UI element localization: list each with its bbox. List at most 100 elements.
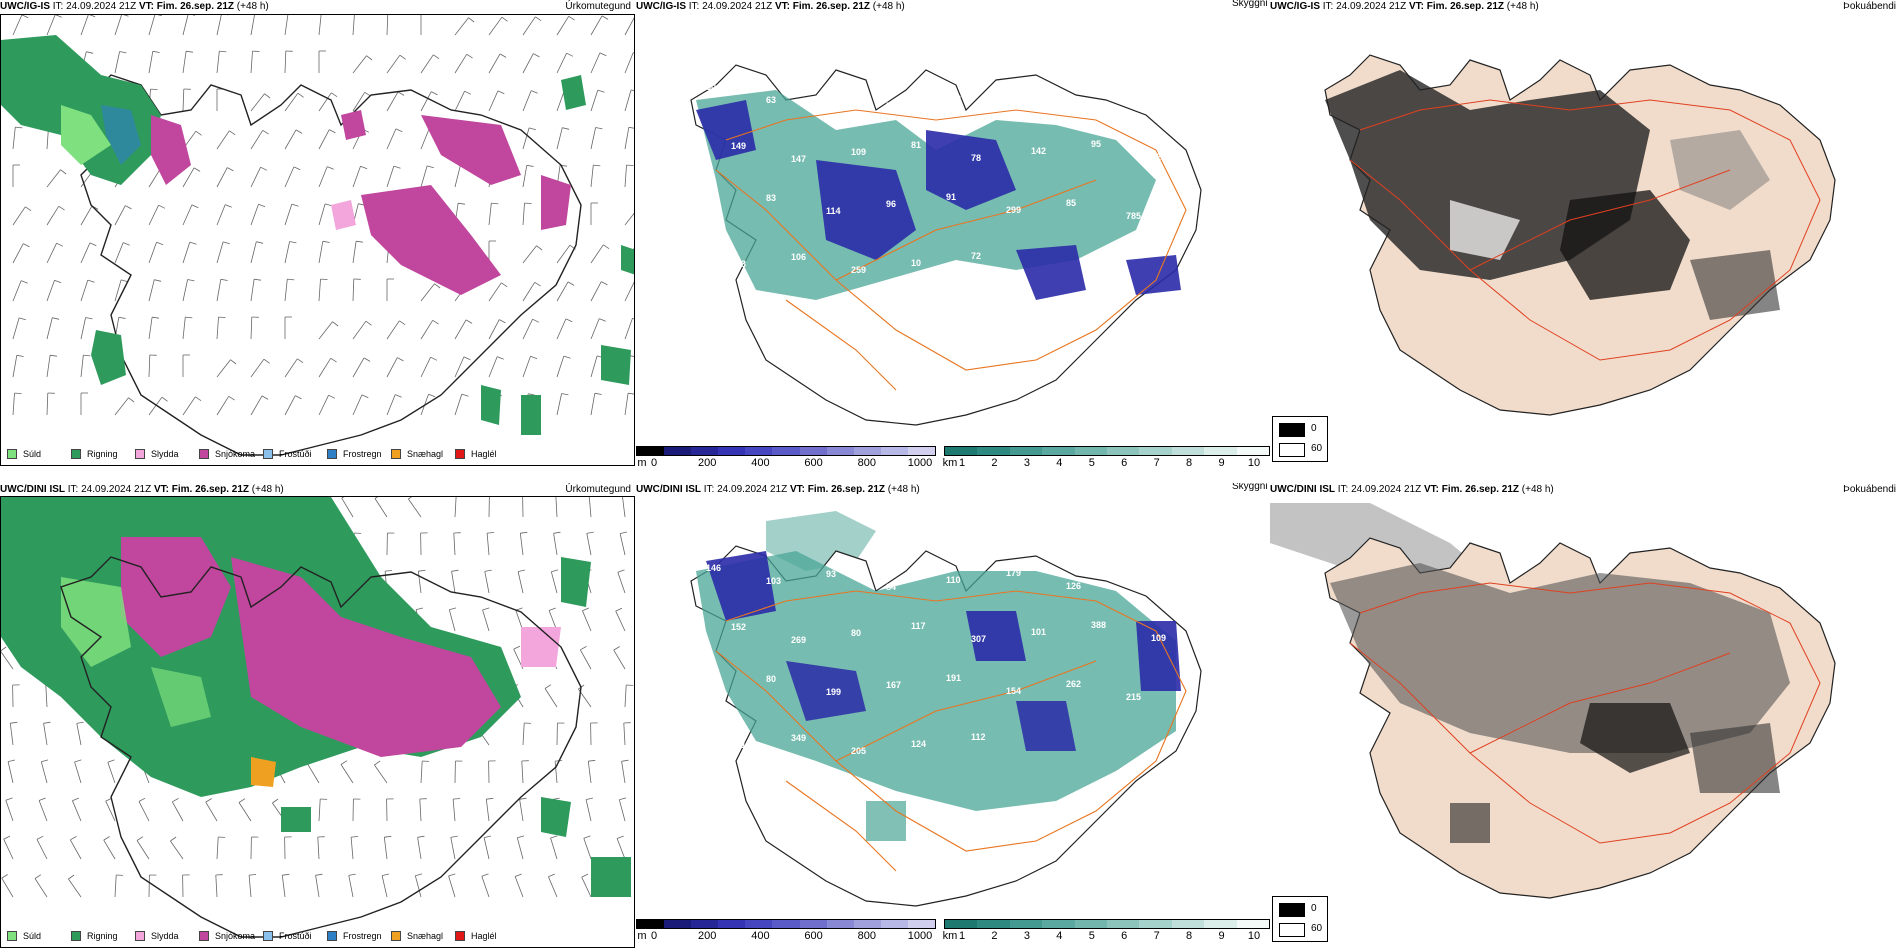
precip-header-2: UWC/DINI ISL IT: 24.09.2024 21Z VT: Fim.… xyxy=(0,484,631,495)
visibility-value-label: 61 xyxy=(706,200,716,210)
colorbar-segment xyxy=(1009,447,1043,455)
wind-barb xyxy=(148,51,154,74)
wind-barb xyxy=(182,88,185,112)
wind-barb xyxy=(581,876,592,898)
wind-barb-flag xyxy=(3,835,11,840)
legend-item: Rigning xyxy=(71,931,135,941)
wind-barb xyxy=(216,51,220,74)
panel-title: Skyggni xyxy=(1232,0,1268,9)
visibility-value-label: 126 xyxy=(1066,581,1081,591)
wind-barb xyxy=(454,319,467,340)
wind-barb xyxy=(454,17,469,36)
colorbar-segment xyxy=(853,447,881,455)
legend-item: Haglél xyxy=(455,449,519,459)
wind-barb-flag xyxy=(220,278,228,281)
wind-barb xyxy=(624,52,634,74)
wind-barb xyxy=(448,875,456,898)
wind-barb xyxy=(215,874,218,898)
wind-barb xyxy=(238,802,252,822)
visibility-labels-1: 30 63 58 59 258 125 107 84 149 147 109 81 78 142 95 72 6… xyxy=(706,82,1161,275)
wind-barb-flag xyxy=(282,873,290,876)
wind-barb-flag xyxy=(461,393,469,397)
wind-barb xyxy=(114,279,122,302)
wind-barb xyxy=(556,53,567,74)
wind-barb xyxy=(114,205,126,226)
wind-barb-flag xyxy=(526,164,534,167)
wind-barb xyxy=(74,761,82,784)
colorbar-tick: 1 xyxy=(958,930,966,942)
wind-barb-flag xyxy=(331,92,338,98)
wind-barb xyxy=(318,129,330,150)
legend-label: Haglél xyxy=(471,449,497,459)
visibility-value-label: 85 xyxy=(1066,198,1076,208)
colorbar-tick: 7 xyxy=(1153,930,1160,942)
wind-barb-flag xyxy=(15,126,23,129)
wind-barb xyxy=(80,242,91,264)
colorbar-segment xyxy=(1074,920,1108,928)
fog-map-2 xyxy=(1270,503,1900,903)
visibility-value-label: 63 xyxy=(766,95,776,105)
colorbar-segment xyxy=(1107,920,1140,928)
visibility-value-label: 388 xyxy=(1091,620,1106,630)
wind-barb-flag xyxy=(532,318,540,323)
wind-barb xyxy=(374,498,388,518)
wind-barb-flag xyxy=(581,873,589,878)
wind-barb-flag xyxy=(464,90,472,95)
wind-barb-flag xyxy=(365,320,372,326)
wind-barb-flag xyxy=(158,204,166,209)
wind-barb-flag xyxy=(382,873,389,876)
wind-barb-flag xyxy=(593,164,601,167)
wind-barb-flag xyxy=(628,126,634,129)
legend-item: Frostúði xyxy=(263,449,327,459)
wind-barb-flag xyxy=(170,836,177,842)
wind-barb-flag xyxy=(520,531,528,534)
wind-barb-flag xyxy=(52,317,60,320)
colorbar-segment xyxy=(880,447,908,455)
wind-barb xyxy=(587,761,592,784)
colorbar-tick: 4 xyxy=(1056,930,1063,942)
wind-barb-flag xyxy=(499,319,506,324)
colorbar-segment xyxy=(1042,920,1075,928)
wind-barb-flag xyxy=(195,396,202,402)
wind-barb xyxy=(386,128,397,150)
wind-barb xyxy=(318,358,332,378)
panel-title: Skyggni xyxy=(1232,483,1268,492)
wind-barb-flag xyxy=(89,15,96,18)
visibility-value-label: 103 xyxy=(766,576,781,586)
wind-barb-flag xyxy=(595,127,603,130)
wind-barb-flag xyxy=(621,759,629,762)
colorbar-tick: 9 xyxy=(1218,930,1225,942)
wind-barb xyxy=(250,130,264,150)
wind-barb-flag xyxy=(264,93,271,99)
visibility-value-label: 124 xyxy=(911,739,926,749)
precip-header-1: UWC/IG-IS IT: 24.09.2024 21Z VT: Fim. 26… xyxy=(0,1,631,12)
wind-barb xyxy=(148,15,156,36)
wind-barb xyxy=(216,241,224,264)
visibility-value-label: 72 xyxy=(971,251,981,261)
wind-barb-flag xyxy=(399,320,406,326)
visibility-value-label: 313 xyxy=(1126,574,1141,584)
wind-barb xyxy=(350,837,354,860)
wind-barb xyxy=(1,877,14,898)
wind-barb-flag xyxy=(154,279,162,282)
wind-barb-flag xyxy=(630,355,634,357)
wind-barb xyxy=(46,317,53,340)
wind-barb-flag xyxy=(254,278,262,281)
wind-barb-flag xyxy=(601,15,609,20)
wind-barb xyxy=(519,533,524,556)
wind-barb xyxy=(318,321,333,340)
wind-barb xyxy=(488,282,502,302)
visibility-ticks-1: km 1 2 3 4 5 6 7 8 9 10 xyxy=(943,457,1270,466)
legend-label: Frostregn xyxy=(343,449,382,459)
colorbar-segment xyxy=(880,920,908,928)
wind-barb-flag xyxy=(451,569,459,572)
wind-barb xyxy=(307,763,320,784)
wind-barb-flag xyxy=(566,52,574,57)
wind-barb-flag xyxy=(8,759,15,762)
wind-barb xyxy=(448,609,456,632)
legend-swatch xyxy=(7,449,17,459)
legend-item: Slydda xyxy=(135,449,199,459)
wind-barb-flag xyxy=(85,317,93,320)
wind-barb-flag xyxy=(272,798,279,804)
wind-barb xyxy=(216,396,230,416)
